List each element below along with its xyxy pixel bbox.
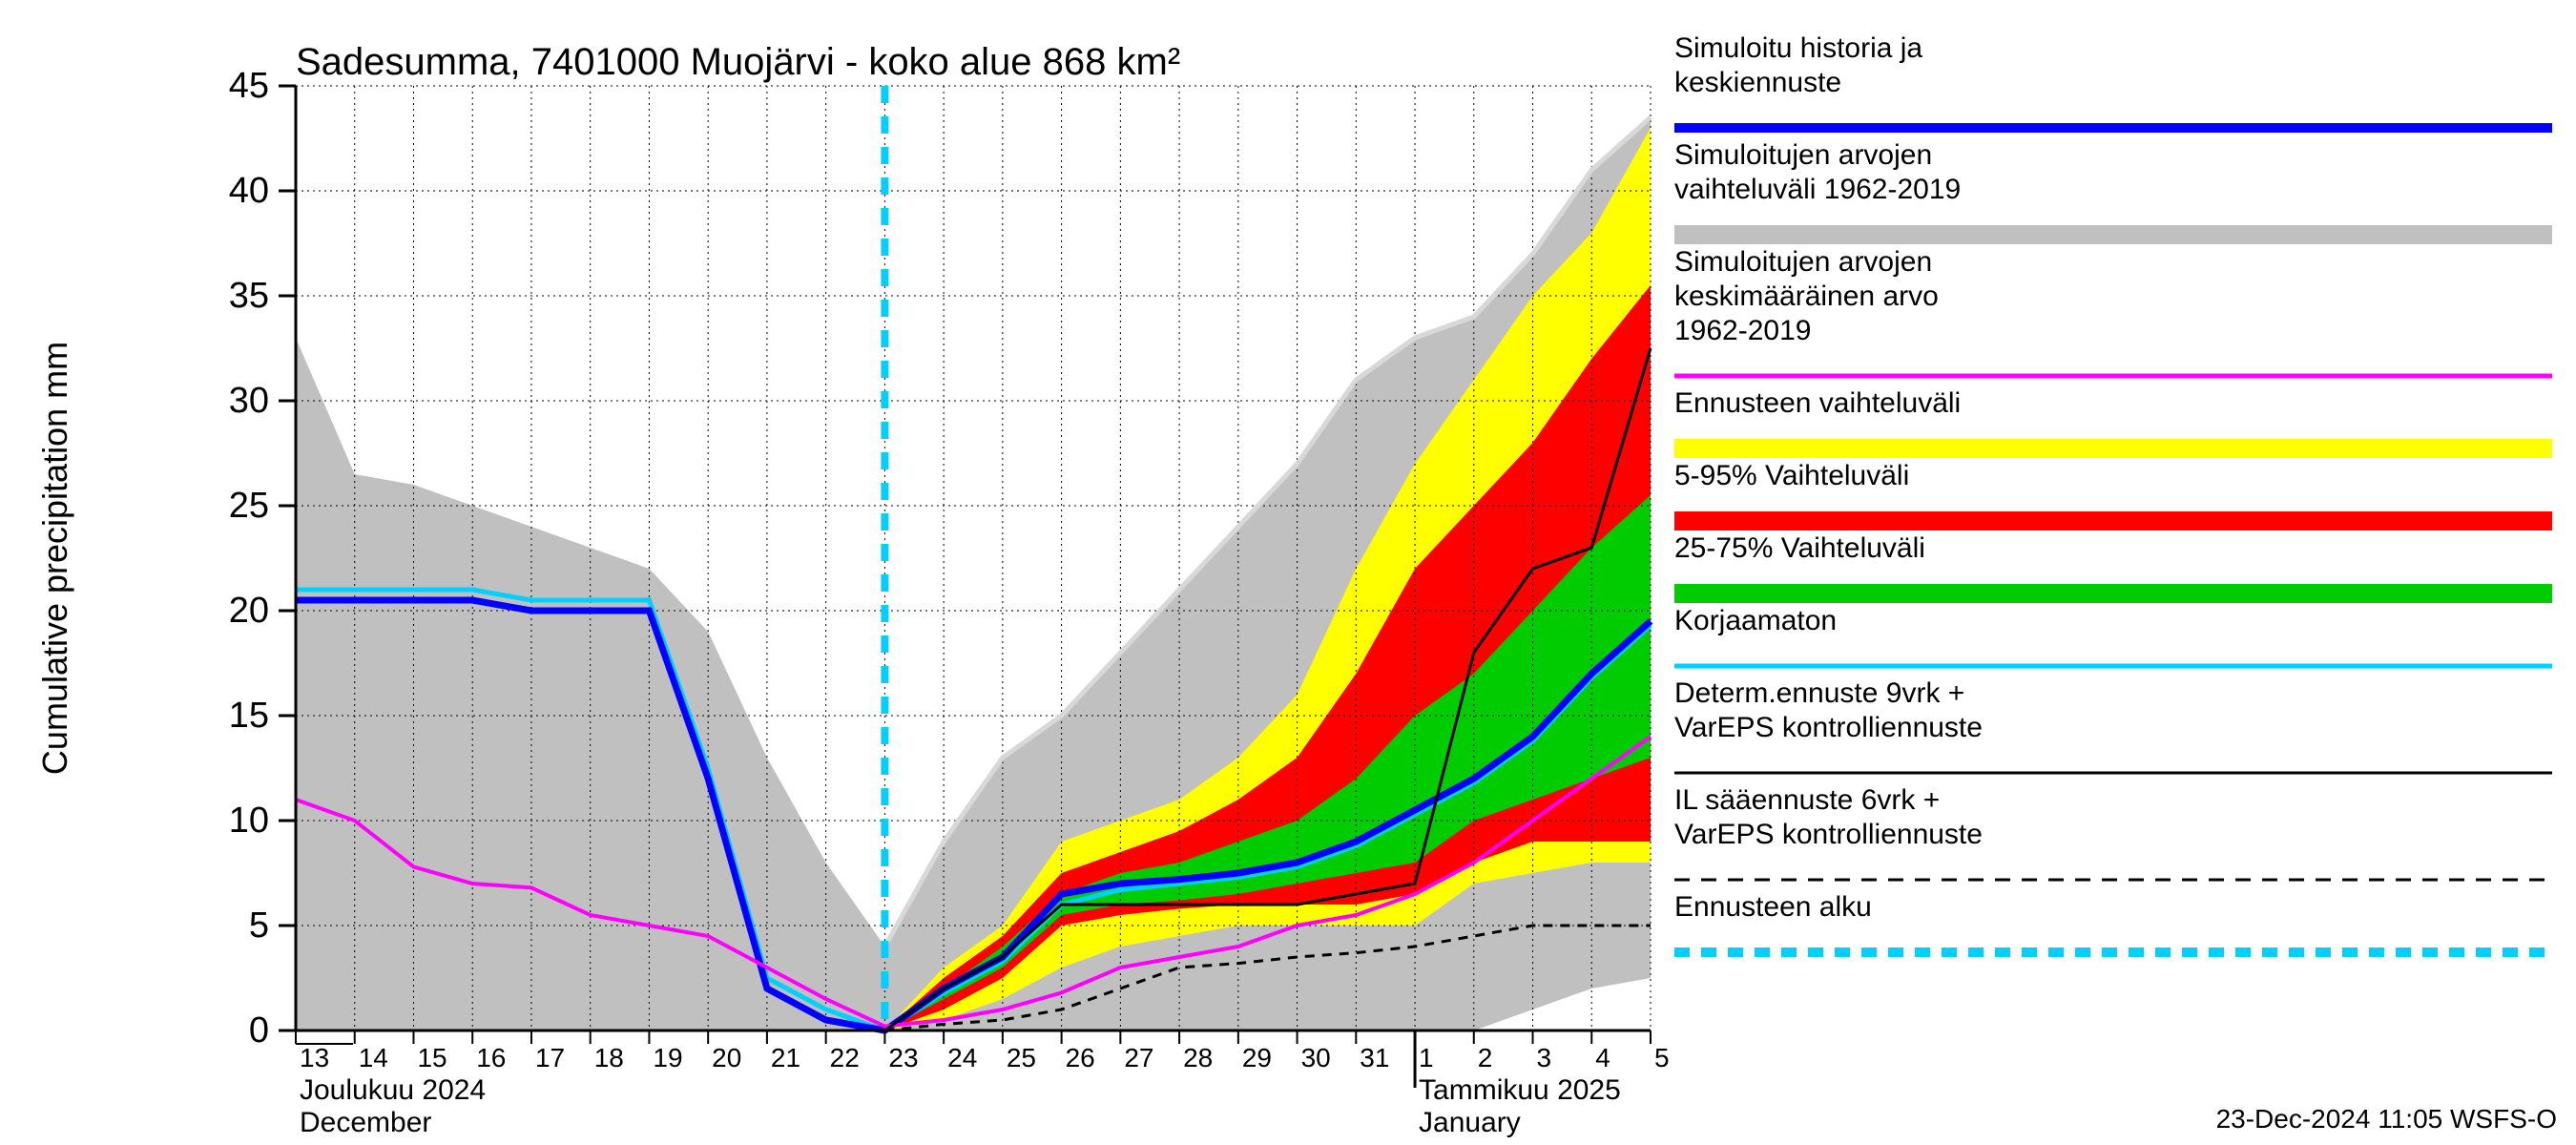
x-tick-label: 24: [947, 1043, 977, 1072]
chart-container: 0510152025303540451314151617181920212223…: [0, 0, 2576, 1145]
y-axis-label: Cumulative precipitation mm: [35, 342, 74, 775]
legend-label: Korjaamaton: [1674, 605, 1837, 636]
x-month-label: Joulukuu 2024: [300, 1074, 486, 1106]
legend-label: Simuloitu historia ja: [1674, 32, 1922, 64]
legend-label: Simuloitujen arvojen: [1674, 246, 1932, 278]
y-tick-label: 35: [229, 276, 269, 316]
legend-swatch: [1674, 439, 2552, 458]
x-tick-label: 15: [417, 1043, 447, 1072]
legend-label: 5-95% Vaihteluväli: [1674, 460, 1909, 491]
x-tick-label: 27: [1124, 1043, 1153, 1072]
y-tick-label: 30: [229, 381, 269, 421]
x-tick-label: 2: [1478, 1043, 1493, 1072]
x-tick-label: 30: [1301, 1043, 1331, 1072]
legend-label: VarEPS kontrolliennuste: [1674, 712, 1983, 743]
x-tick-label: 23: [888, 1043, 918, 1072]
y-tick-label: 25: [229, 486, 269, 526]
legend-label: 25-75% Vaihteluväli: [1674, 532, 1925, 564]
y-tick-label: 40: [229, 171, 269, 211]
x-tick-label: 3: [1537, 1043, 1552, 1072]
x-tick-label: 21: [771, 1043, 800, 1072]
x-tick-label: 26: [1066, 1043, 1095, 1072]
precipitation-chart: 0510152025303540451314151617181920212223…: [0, 0, 2576, 1145]
legend-label: keskimääräinen arvo: [1674, 281, 1939, 312]
legend-label: VarEPS kontrolliennuste: [1674, 819, 1983, 850]
y-tick-label: 15: [229, 696, 269, 736]
x-tick-label: 20: [712, 1043, 741, 1072]
x-tick-label: 17: [535, 1043, 565, 1072]
x-month-label: December: [300, 1107, 431, 1138]
legend-label: Simuloitujen arvojen: [1674, 139, 1932, 171]
y-tick-label: 20: [229, 591, 269, 631]
x-tick-label: 5: [1654, 1043, 1670, 1072]
legend-label: vaihteluväli 1962-2019: [1674, 174, 1961, 205]
legend-label: Determ.ennuste 9vrk +: [1674, 677, 1964, 709]
legend-swatch: [1674, 511, 2552, 531]
x-tick-label: 31: [1360, 1043, 1389, 1072]
y-tick-label: 10: [229, 801, 269, 841]
x-tick-label: 28: [1183, 1043, 1213, 1072]
x-tick-label: 25: [1007, 1043, 1036, 1072]
x-tick-label: 16: [476, 1043, 506, 1072]
y-tick-label: 45: [229, 66, 269, 106]
x-tick-label: 29: [1242, 1043, 1272, 1072]
legend-swatch: [1674, 584, 2552, 603]
legend-label: 1962-2019: [1674, 315, 1811, 346]
x-tick-label: 4: [1595, 1043, 1610, 1072]
x-tick-label: 13: [300, 1043, 329, 1072]
legend-label: IL sääennuste 6vrk +: [1674, 784, 1940, 816]
x-tick-label: 14: [359, 1043, 388, 1072]
x-tick-label: 19: [653, 1043, 682, 1072]
x-tick-label: 18: [594, 1043, 624, 1072]
legend-label: Ennusteen vaihteluväli: [1674, 387, 1961, 419]
legend-swatch: [1674, 225, 2552, 244]
x-tick-label: 1: [1419, 1043, 1434, 1072]
legend-label: Ennusteen alku: [1674, 891, 1872, 923]
x-tick-label: 22: [830, 1043, 860, 1072]
chart-footer: 23-Dec-2024 11:05 WSFS-O: [2216, 1104, 2557, 1134]
legend-label: keskiennuste: [1674, 67, 1841, 98]
x-month-label: January: [1419, 1107, 1521, 1138]
x-month-label: Tammikuu 2025: [1419, 1074, 1621, 1106]
chart-title: Sadesumma, 7401000 Muojärvi - koko alue …: [296, 41, 1180, 83]
y-tick-label: 5: [249, 906, 269, 946]
y-tick-label: 0: [249, 1010, 269, 1051]
